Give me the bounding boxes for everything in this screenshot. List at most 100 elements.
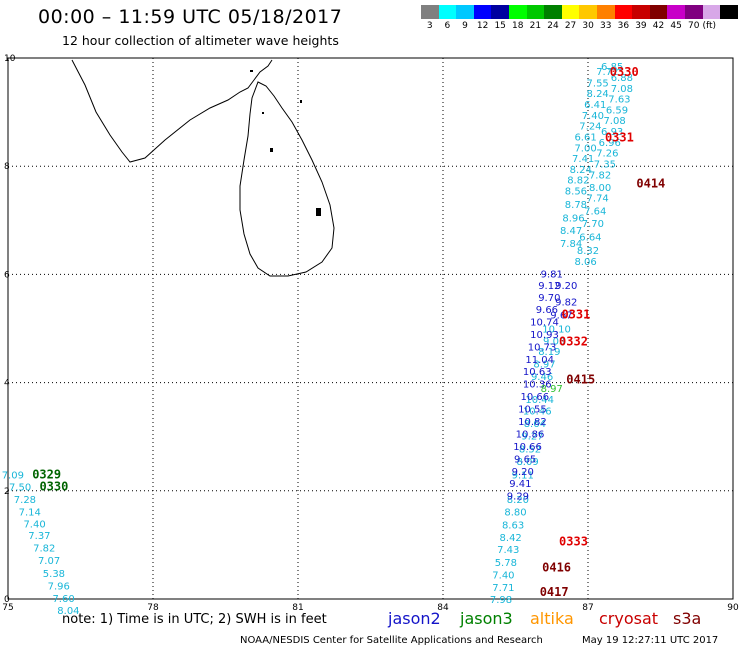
wave-height-value: 8.09 (516, 457, 538, 468)
wave-height-value: 10.36 (523, 380, 552, 391)
wave-height-value: 10.55 (518, 405, 547, 416)
wave-height-value: 7.82 (33, 544, 55, 555)
y-tick-label: 10 (4, 54, 16, 64)
pass-time-label: 0331 (561, 307, 590, 321)
colorbar-label: 15 (494, 21, 506, 31)
legend-jason2: jason2 (388, 609, 441, 628)
wave-height-value: 10.66 (521, 392, 550, 403)
legend-altika: altika (530, 609, 574, 628)
wave-height-value: 7.14 (19, 507, 41, 518)
colorbar-swatch (667, 5, 685, 19)
wave-height-value: 9.46 (531, 372, 553, 383)
wave-height-value: 9.29 (507, 492, 529, 503)
wave-height-value: 7.50 (9, 482, 31, 493)
wave-height-value: 10.73 (528, 342, 557, 353)
colorbar-label: 45 (670, 21, 682, 31)
colorbar-swatch (596, 5, 615, 19)
footer-timestamp: May 19 12:27:11 UTC 2017 (582, 635, 719, 646)
wave-height-value: 7.60 (52, 594, 74, 605)
wave-height-value: 9.65 (514, 454, 536, 465)
grid-lines (7, 57, 734, 600)
legend-s3a: s3a (673, 609, 702, 628)
wave-height-value: 8.00 (589, 183, 611, 194)
wave-height-value: 7.28 (14, 495, 36, 506)
wave-height-value: 6.61 (574, 132, 596, 143)
wave-height-value: 8.64 (524, 419, 546, 430)
india-coastline (71, 59, 273, 163)
wave-height-value: 7.40 (492, 571, 514, 582)
wave-height-value: 10.63 (523, 367, 552, 378)
colorbar-swatch (438, 5, 457, 19)
wave-height-value: 7.00 (574, 143, 596, 154)
wave-height-value: 10.66 (513, 442, 542, 453)
wave-height-value: 8.19 (538, 347, 560, 358)
chart-subtitle: 12 hour collection of altimeter wave hei… (62, 33, 339, 48)
y-tick-label: 8 (4, 162, 10, 172)
pass-time-label: 0417 (540, 585, 569, 599)
wave-height-value: 8.24 (587, 89, 609, 100)
colorbar-label: 33 (600, 21, 612, 31)
y-tick-label: 2 (4, 487, 10, 497)
pass-time-label: 0416 (542, 561, 571, 575)
wave-height-value: 10.46 (523, 407, 552, 418)
wave-height-value: 7.43 (497, 545, 519, 556)
pass-time-label: 0415 (566, 372, 595, 386)
pass-time-label: 0414 (636, 176, 665, 190)
pass-time-label: 0333 (559, 535, 588, 549)
colorbar-swatch (561, 5, 580, 19)
wave-height-value: 5.38 (43, 569, 65, 580)
wave-height-value: 8.96 (562, 214, 584, 225)
wave-height-value: 9.12 (538, 281, 560, 292)
wave-height-value: 6.88 (611, 73, 633, 84)
wave-height-value: 10.82 (518, 417, 547, 428)
wave-height-value: 9.70 (538, 293, 560, 304)
colorbar-swatch (632, 5, 650, 19)
wave-height-value: 8.56 (565, 187, 587, 198)
wave-height-value: 7.96 (48, 581, 70, 592)
colorbar-swatch (526, 5, 545, 19)
pass-time-label: 0332 (559, 334, 588, 348)
wave-height-value: 6.85 (601, 62, 623, 73)
wave-height-value: 7.26 (596, 149, 618, 160)
footer-credit: NOAA/NESDIS Center for Satellite Applica… (240, 635, 543, 646)
x-tick-label: 90 (727, 603, 739, 613)
wave-height-value: 7.63 (608, 95, 630, 106)
wave-height-value: 9.82 (555, 297, 577, 308)
colorbar-swatch (456, 5, 474, 19)
wave-height-value: 7.72 (596, 67, 618, 78)
colorbar-label: 21 (529, 21, 542, 31)
colorbar-unit: (ft) (702, 21, 717, 31)
wave-height-value: 8.97 (533, 360, 555, 371)
wave-height-value: 7.35 (594, 159, 616, 170)
wave-height-value: 7.41 (572, 154, 594, 165)
colorbar (421, 5, 738, 19)
wave-height-value: 7.24 (579, 122, 601, 133)
colorbar-label: 27 (564, 21, 577, 31)
wave-height-value: 8.42 (500, 533, 522, 544)
note-text: note: 1) Time is in UTC; 2) SWH is in fe… (62, 612, 327, 627)
wave-height-value: 8.06 (574, 257, 596, 268)
colorbar-swatch (473, 5, 492, 19)
colorbar-swatch (544, 5, 562, 19)
pass-time-label: 0331 (605, 130, 634, 144)
wave-height-value: 8.24 (570, 165, 592, 176)
wave-height-value: 8.82 (567, 176, 589, 187)
colorbar-label: 18 (512, 21, 524, 31)
wave-height-value: 7.98 (490, 595, 512, 606)
wave-height-values: 6.857.726.887.55 7.088.24 7.636.41 6.597.40… (2, 62, 633, 617)
colorbar-label: 3 (426, 21, 433, 31)
wave-height-value: 7.71 (492, 583, 514, 594)
colorbar-swatch (421, 5, 439, 19)
colorbar-label: 24 (547, 21, 559, 31)
wave-height-value: 7.84 (560, 239, 582, 250)
wave-height-value: 10.86 (516, 429, 545, 440)
wave-height-value: 8.63 (502, 520, 524, 531)
wave-height-value: 7.64 (584, 207, 606, 218)
wave-height-value: 6.64 (579, 233, 601, 244)
pass-time-label: 0330 (39, 479, 68, 493)
y-tick-label: 0 (4, 595, 10, 605)
wave-height-value: 9.27 (521, 432, 543, 443)
wave-height-value: 9.20 (555, 281, 577, 292)
wave-height-value: 10.10 (542, 325, 571, 336)
